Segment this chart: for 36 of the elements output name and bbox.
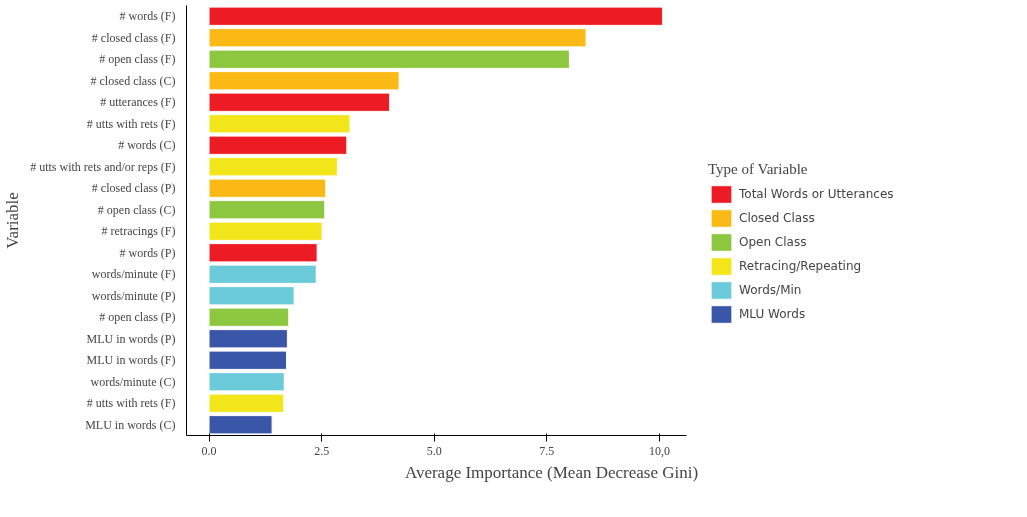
y-tick-label: # open class (F): [99, 52, 176, 67]
y-tick-label: words/minute (C): [90, 374, 176, 389]
y-tick-label: # utts with rets (F): [86, 396, 176, 411]
x-tick-label: 10,0: [648, 443, 670, 458]
y-tick-label: # words (P): [119, 245, 176, 260]
x-tick-label: 7.5: [539, 443, 555, 458]
y-tick-label: # closed class (C): [90, 73, 176, 88]
x-tick-label: 2.5: [314, 443, 330, 458]
y-tick-label: # utterances (F): [100, 95, 176, 110]
y-tick-label: # utts with rets (F): [86, 116, 176, 131]
y-tick-label: # closed class (P): [91, 181, 176, 196]
legend-label: Retracing/Repeating: [739, 259, 862, 273]
bar: [208, 6, 664, 26]
y-tick-label: MLU in words (C): [85, 417, 176, 432]
y-tick-label: MLU in words (F): [86, 353, 176, 368]
bar: [208, 415, 273, 435]
x-axis-title: Average Importance (Mean Decrease Gini): [404, 462, 699, 482]
y-tick-label: # retracings (F): [101, 224, 176, 239]
x-tick-label: 5.0: [426, 443, 442, 458]
y-tick-label: MLU in words (P): [86, 331, 176, 346]
legend-label: MLU Words: [739, 307, 806, 321]
y-axis-title: Variable: [3, 192, 23, 249]
legend-label: Open Class: [739, 235, 807, 249]
legend-label: Closed Class: [739, 211, 815, 225]
y-tick-label: # closed class (F): [91, 30, 176, 45]
x-tick-label: 0.0: [201, 443, 217, 458]
legend-title: Type of Variable: [708, 161, 809, 178]
y-tick-label: # words (C): [118, 138, 176, 153]
y-tick-label: words/minute (P): [91, 288, 176, 303]
legend-label: Total Words or Utterances: [739, 187, 894, 201]
legend-label: Words/Min: [739, 283, 802, 297]
y-tick-label: # open class (C): [97, 202, 176, 217]
y-tick-label: # open class (P): [99, 310, 176, 325]
y-tick-label: # words (F): [119, 9, 176, 24]
y-tick-label: words/minute (F): [91, 267, 176, 282]
y-tick-label: # utts with rets and/or reps (F): [30, 159, 176, 174]
